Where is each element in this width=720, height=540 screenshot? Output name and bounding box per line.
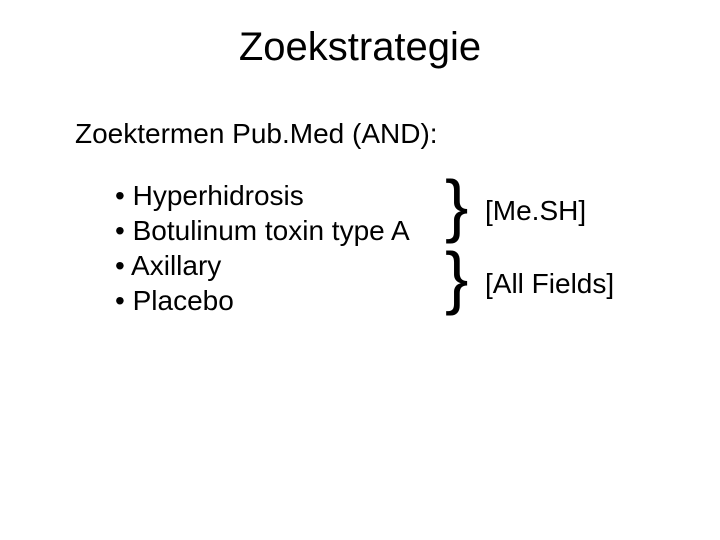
bullet-text: Axillary [131,250,221,281]
bullet-text: Placebo [133,285,234,316]
list-item: • Axillary [115,248,410,283]
curly-brace-icon: } [445,242,468,312]
list-item: • Botulinum toxin type A [115,213,410,248]
bullet-icon: • [115,178,125,213]
slide-subtitle: Zoektermen Pub.Med (AND): [75,118,438,150]
list-item: • Hyperhidrosis [115,178,410,213]
slide: Zoekstrategie Zoektermen Pub.Med (AND): … [0,0,720,540]
bullet-icon: • [115,213,125,248]
bullet-text: Hyperhidrosis [133,180,304,211]
brace-label-allfields: [All Fields] [485,268,614,300]
brace-label-mesh: [Me.SH] [485,195,586,227]
bullet-icon: • [115,283,125,318]
slide-title: Zoekstrategie [0,25,720,70]
bullet-list: • Hyperhidrosis • Botulinum toxin type A… [115,178,410,318]
curly-brace-icon: } [445,170,468,240]
bullet-icon: • [115,248,125,283]
bullet-text: Botulinum toxin type A [133,215,410,246]
list-item: • Placebo [115,283,410,318]
